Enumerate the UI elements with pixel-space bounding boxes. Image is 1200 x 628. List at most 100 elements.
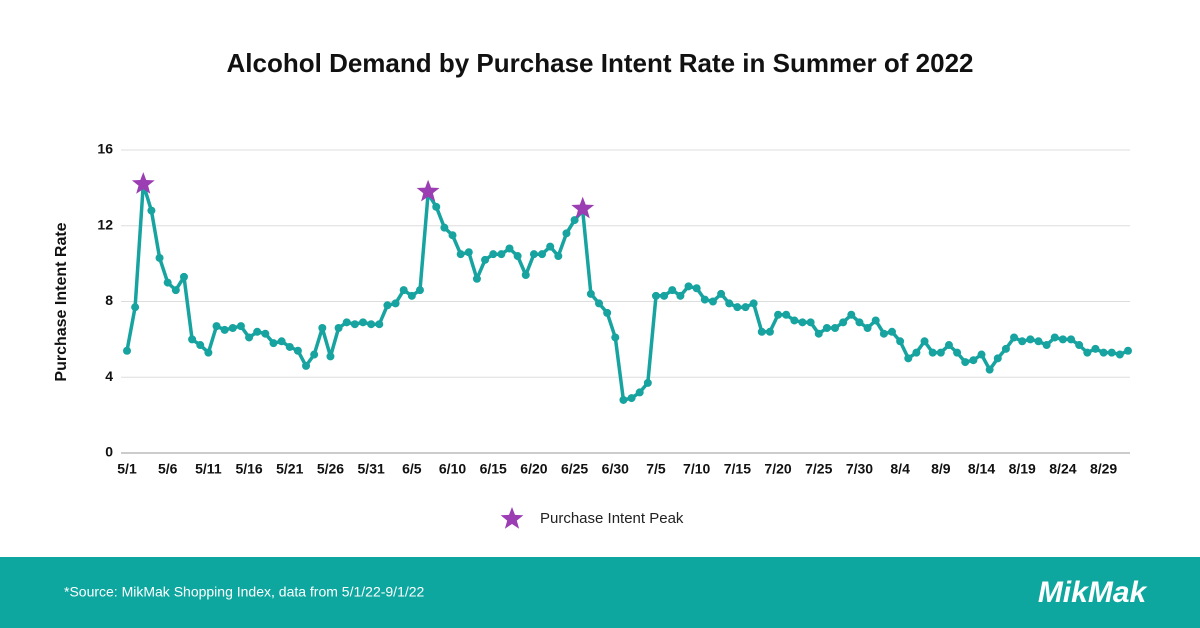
logo: MikMak [1038, 576, 1148, 609]
peak-star [571, 196, 595, 219]
point [155, 253, 164, 262]
point [1058, 335, 1067, 344]
point [538, 250, 547, 259]
point [440, 223, 449, 232]
source-note: *Source: MikMak Shopping Index, data fro… [64, 584, 425, 600]
point [700, 295, 709, 304]
point [961, 358, 970, 367]
point [245, 333, 254, 342]
y-tick-label: 12 [97, 216, 113, 232]
point [904, 354, 913, 363]
point [399, 286, 408, 295]
x-tick-label: 6/5 [402, 461, 422, 477]
peak-star [131, 172, 155, 194]
point [627, 394, 636, 403]
x-tick-label: 8/29 [1090, 461, 1117, 477]
point [513, 252, 522, 261]
x-tick-label: 7/25 [805, 461, 832, 477]
point [464, 248, 473, 257]
point [863, 324, 872, 333]
point [456, 250, 465, 259]
point [228, 324, 237, 333]
x-tick-label: 7/30 [846, 461, 873, 477]
point [415, 286, 424, 295]
point [757, 327, 766, 336]
legend-marker [500, 507, 524, 529]
point [619, 395, 628, 404]
x-tick-label: 6/15 [480, 461, 507, 477]
point [367, 320, 376, 329]
point [171, 286, 180, 295]
point [1050, 333, 1059, 342]
point [204, 348, 213, 357]
y-tick-label: 0 [105, 444, 113, 460]
point [432, 202, 441, 211]
footer [0, 557, 1200, 628]
point [481, 255, 490, 264]
x-tick-label: 7/15 [724, 461, 751, 477]
point [1124, 346, 1132, 355]
point [611, 333, 620, 342]
x-tick-label: 5/6 [158, 461, 178, 477]
point [725, 299, 734, 308]
x-tick-label: 6/10 [439, 461, 466, 477]
point [546, 242, 555, 251]
point [383, 301, 392, 310]
point [643, 378, 652, 387]
point [562, 229, 571, 238]
point [887, 327, 896, 336]
point [123, 346, 131, 355]
point [684, 282, 693, 291]
y-tick-label: 8 [105, 292, 113, 308]
point [749, 299, 758, 308]
point [635, 388, 644, 397]
point [1026, 335, 1035, 344]
point [310, 350, 319, 359]
point [1083, 348, 1092, 357]
x-tick-label: 8/4 [890, 461, 910, 477]
x-tick-label: 8/9 [931, 461, 951, 477]
point [131, 303, 140, 312]
x-tick-label: 6/20 [520, 461, 547, 477]
legend-label: Purchase Intent Peak [540, 510, 684, 527]
point [1099, 348, 1108, 357]
x-tick-label: 6/30 [602, 461, 629, 477]
point [318, 324, 327, 333]
point [595, 299, 604, 308]
point [855, 318, 864, 327]
point [334, 324, 343, 333]
point [928, 348, 937, 357]
point [1107, 348, 1116, 357]
point [798, 318, 807, 327]
point [1075, 341, 1084, 350]
point [375, 320, 384, 329]
x-tick-label: 5/26 [317, 461, 344, 477]
point [497, 250, 506, 259]
point [163, 278, 172, 287]
y-tick-label: 4 [105, 368, 113, 384]
point [505, 244, 514, 253]
point [285, 342, 294, 351]
point [782, 310, 791, 319]
point [912, 348, 921, 357]
point [944, 341, 953, 350]
point [953, 348, 962, 357]
point [668, 286, 677, 295]
point [212, 322, 221, 331]
point [1091, 344, 1100, 353]
point [977, 350, 986, 359]
point [993, 354, 1002, 363]
point [839, 318, 848, 327]
point [350, 320, 359, 329]
point [472, 274, 481, 283]
point [765, 327, 774, 336]
point [448, 231, 457, 240]
point [342, 318, 351, 327]
point [359, 318, 368, 327]
point [1034, 337, 1043, 346]
point [790, 316, 799, 325]
point [1018, 337, 1027, 346]
point [179, 272, 188, 281]
point [896, 337, 905, 346]
point [822, 324, 831, 333]
